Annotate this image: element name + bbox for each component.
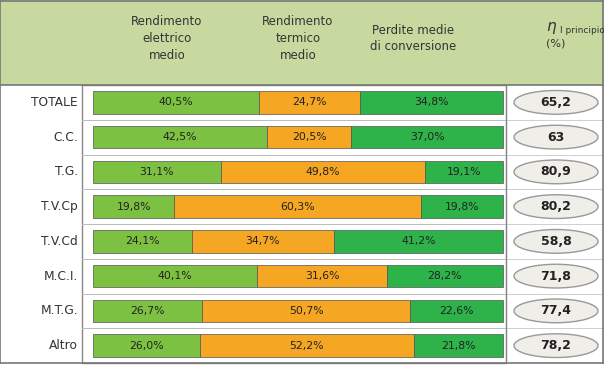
Text: 77,4: 77,4 bbox=[541, 304, 571, 318]
Bar bbox=[220, 161, 425, 183]
Text: Rendimento
termico
medio: Rendimento termico medio bbox=[262, 15, 333, 62]
Text: (%): (%) bbox=[546, 38, 566, 49]
Text: Rendimento
elettrico
medio: Rendimento elettrico medio bbox=[131, 15, 202, 62]
Bar bbox=[414, 334, 503, 357]
Text: Altro: Altro bbox=[49, 339, 78, 352]
Bar bbox=[361, 91, 503, 114]
Ellipse shape bbox=[514, 195, 598, 219]
Bar bbox=[93, 91, 259, 114]
Bar bbox=[93, 265, 257, 287]
Bar bbox=[410, 300, 503, 322]
Text: 40,5%: 40,5% bbox=[159, 97, 193, 107]
Bar bbox=[387, 265, 503, 287]
Text: 65,2: 65,2 bbox=[541, 96, 571, 109]
Bar bbox=[93, 195, 174, 218]
Bar bbox=[93, 230, 192, 253]
Text: 31,1%: 31,1% bbox=[140, 167, 174, 177]
Text: 63: 63 bbox=[547, 131, 565, 143]
Text: 41,2%: 41,2% bbox=[401, 237, 436, 246]
Bar bbox=[422, 195, 503, 218]
Text: 19,8%: 19,8% bbox=[117, 201, 151, 212]
Text: M.C.I.: M.C.I. bbox=[43, 270, 78, 283]
Text: 20,5%: 20,5% bbox=[292, 132, 327, 142]
Text: 21,8%: 21,8% bbox=[441, 341, 475, 351]
Text: 58,8: 58,8 bbox=[541, 235, 571, 248]
Text: 26,7%: 26,7% bbox=[130, 306, 165, 316]
Bar bbox=[93, 300, 202, 322]
Text: 42,5%: 42,5% bbox=[163, 132, 198, 142]
Ellipse shape bbox=[514, 230, 598, 253]
Text: 19,1%: 19,1% bbox=[446, 167, 481, 177]
Text: T.V.Cp: T.V.Cp bbox=[41, 200, 78, 213]
Text: 37,0%: 37,0% bbox=[410, 132, 445, 142]
Text: I principio: I principio bbox=[560, 26, 604, 35]
Ellipse shape bbox=[514, 334, 598, 357]
Bar bbox=[199, 334, 414, 357]
Text: Perdite medie
di conversione: Perdite medie di conversione bbox=[370, 23, 456, 54]
Text: $\eta$: $\eta$ bbox=[547, 20, 557, 36]
Text: 26,0%: 26,0% bbox=[129, 341, 164, 351]
Bar bbox=[259, 91, 361, 114]
Text: 28,2%: 28,2% bbox=[428, 271, 462, 281]
Bar bbox=[202, 300, 410, 322]
Text: 40,1%: 40,1% bbox=[158, 271, 193, 281]
Text: 24,1%: 24,1% bbox=[125, 237, 159, 246]
Bar bbox=[192, 230, 334, 253]
Text: 19,8%: 19,8% bbox=[445, 201, 479, 212]
Ellipse shape bbox=[514, 299, 598, 323]
Text: 24,7%: 24,7% bbox=[292, 97, 327, 107]
Text: 78,2: 78,2 bbox=[541, 339, 571, 352]
Ellipse shape bbox=[514, 125, 598, 149]
Text: 80,9: 80,9 bbox=[541, 165, 571, 178]
Ellipse shape bbox=[514, 91, 598, 114]
Text: C.C.: C.C. bbox=[53, 131, 78, 143]
Ellipse shape bbox=[514, 264, 598, 288]
Text: 49,8%: 49,8% bbox=[306, 167, 340, 177]
Bar bbox=[334, 230, 503, 253]
Text: TOTALE: TOTALE bbox=[31, 96, 78, 109]
Bar bbox=[257, 265, 387, 287]
Text: 22,6%: 22,6% bbox=[440, 306, 474, 316]
Text: 60,3%: 60,3% bbox=[280, 201, 315, 212]
Text: 31,6%: 31,6% bbox=[305, 271, 339, 281]
Bar bbox=[93, 126, 267, 149]
Text: T.V.Cd: T.V.Cd bbox=[41, 235, 78, 248]
Text: 52,2%: 52,2% bbox=[289, 341, 324, 351]
Text: M.T.G.: M.T.G. bbox=[40, 304, 78, 318]
Text: 34,8%: 34,8% bbox=[414, 97, 449, 107]
Ellipse shape bbox=[514, 160, 598, 184]
Bar bbox=[174, 195, 422, 218]
Bar bbox=[352, 126, 503, 149]
Bar bbox=[82, 85, 506, 363]
Text: T.G.: T.G. bbox=[55, 165, 78, 178]
Text: 34,7%: 34,7% bbox=[246, 237, 280, 246]
Bar bbox=[267, 126, 352, 149]
Bar bbox=[93, 161, 220, 183]
Bar bbox=[425, 161, 503, 183]
Text: 50,7%: 50,7% bbox=[289, 306, 324, 316]
Text: 80,2: 80,2 bbox=[541, 200, 571, 213]
Bar bbox=[0, 0, 604, 85]
Text: 71,8: 71,8 bbox=[541, 270, 571, 283]
Bar bbox=[93, 334, 199, 357]
